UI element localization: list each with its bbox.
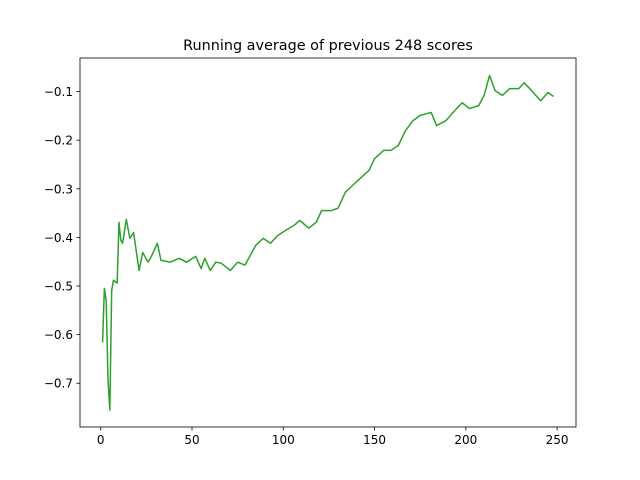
x-tick-label: 150 xyxy=(363,433,386,447)
x-tick-label: 0 xyxy=(97,433,105,447)
x-tick-label: 250 xyxy=(546,433,569,447)
data-line xyxy=(101,74,554,411)
y-tick-label: −0.4 xyxy=(44,231,73,245)
x-tick-label: 100 xyxy=(272,433,295,447)
chart-title: Running average of previous 248 scores xyxy=(183,38,473,54)
y-tick-label: −0.2 xyxy=(44,134,73,148)
plot-frame xyxy=(79,57,577,428)
x-tick-label: 200 xyxy=(454,433,477,447)
y-tick-label: −0.6 xyxy=(44,328,73,342)
x-tick-label: 50 xyxy=(184,433,199,447)
y-tick-label: −0.7 xyxy=(44,377,73,391)
y-tick-label: −0.3 xyxy=(44,182,73,196)
y-tick-label: −0.5 xyxy=(44,280,73,294)
y-tick-label: −0.1 xyxy=(44,85,73,99)
